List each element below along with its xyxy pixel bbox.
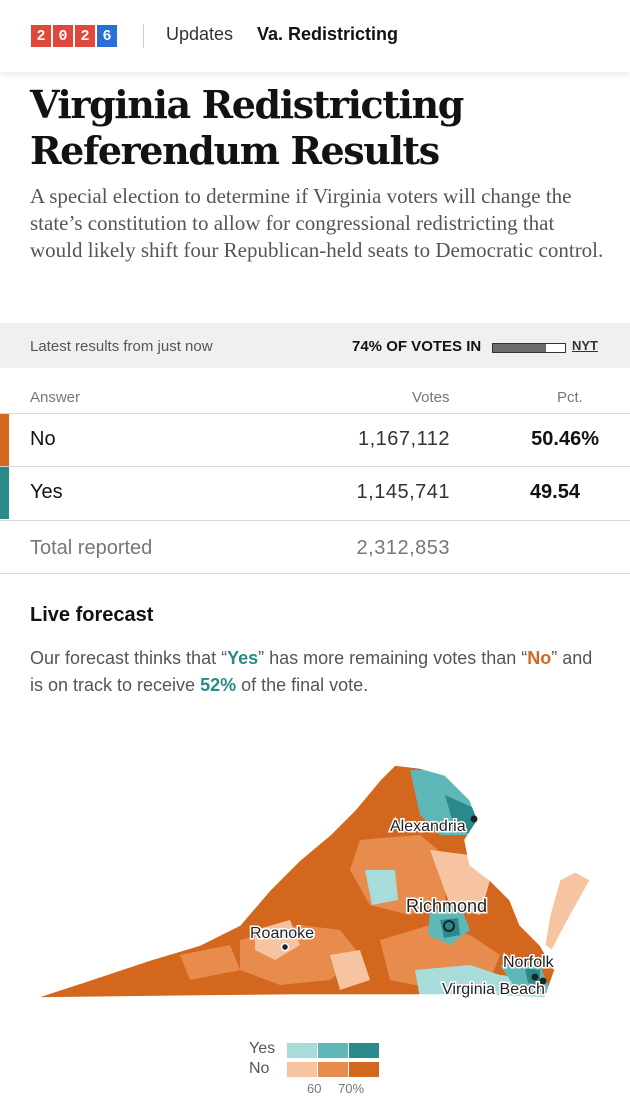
city-label-richmond: Richmond [406, 896, 487, 916]
legend-swatch-yes-1 [287, 1043, 317, 1058]
legend-tick-70: 70% [338, 1081, 365, 1096]
answer-label: Yes [30, 481, 63, 503]
city-label-roanoke: Roanoke [250, 925, 314, 942]
virginia-results-map[interactable]: Alexandria Richmond Roanoke Norfolk Virg… [0, 740, 630, 1030]
progress-fill [493, 344, 547, 352]
city-marker-norfolk [531, 973, 539, 981]
top-navigation-bar: 2 0 2 6 Updates Va. Redistricting [0, 0, 630, 72]
nyt-source-link[interactable]: NYT [572, 338, 598, 353]
legend-swatch-no-3 [349, 1062, 379, 1077]
total-reported-label: Total reported [30, 537, 153, 559]
vote-count: 1,145,741 [356, 481, 450, 503]
year-digit: 2 [75, 25, 95, 47]
page-description: A special election to determine if Virgi… [30, 184, 604, 262]
vote-percent: 49.54 [529, 481, 580, 503]
total-reported-votes: 2,312,853 [356, 537, 450, 559]
latest-results-text: Latest results from just now [30, 338, 213, 355]
table-row-yes: Yes 1,145,741 49.54 [0, 467, 630, 519]
year-digit: 2 [31, 25, 51, 47]
year-badge-2026[interactable]: 2 0 2 6 [31, 25, 117, 47]
legend-no-label: No [249, 1060, 270, 1077]
table-divider [0, 466, 630, 467]
table-divider [0, 520, 630, 521]
vote-count: 1,167,112 [358, 428, 450, 450]
vote-percent: 50.46% [531, 428, 599, 450]
legend-swatch-yes-2 [318, 1043, 348, 1058]
legend-tick-60: 60 [307, 1081, 322, 1096]
answer-label: No [30, 428, 56, 450]
nav-link-va-redistricting[interactable]: Va. Redistricting [257, 24, 399, 44]
column-header-votes: Votes [412, 389, 450, 406]
nav-link-updates[interactable]: Updates [166, 24, 234, 44]
city-marker-alexandria [470, 815, 478, 823]
forecast-pct: 52% [200, 675, 237, 695]
votes-in-progress-bar [492, 343, 566, 353]
nav-divider [143, 24, 144, 48]
city-label-alexandria: Alexandria [390, 818, 466, 835]
forecast-no-word: No [527, 648, 552, 668]
votes-in-text: 74% OF VOTES IN [352, 338, 482, 355]
legend-swatch-yes-3 [349, 1043, 379, 1058]
legend-swatch-no-1 [287, 1062, 317, 1077]
candidate-color-bar [0, 414, 9, 466]
candidate-color-bar [0, 467, 9, 519]
year-digit: 0 [53, 25, 73, 47]
forecast-text: ” has more remaining votes than “ [258, 648, 528, 668]
city-marker-richmond [443, 920, 455, 932]
eastern-shore [544, 871, 591, 951]
column-header-answer: Answer [30, 389, 81, 406]
city-label-virginia-beach: Virginia Beach [442, 981, 545, 998]
table-divider [0, 573, 630, 574]
forecast-text: ” and is on track to receive [30, 648, 593, 695]
column-header-pct: Pct. [557, 389, 583, 406]
state-outline [34, 764, 556, 999]
forecast-text: Our forecast thinks that “ [30, 648, 228, 668]
table-divider [0, 413, 630, 414]
table-row-no: No 1,167,112 50.46% [0, 414, 630, 466]
city-label-norfolk: Norfolk [503, 954, 555, 971]
legend-yes-label: Yes [249, 1040, 276, 1057]
year-digit: 6 [97, 25, 117, 47]
page-title: Virginia Redistricting Referendum Result… [30, 82, 464, 173]
results-status-bar: Latest results from just now 74% OF VOTE… [0, 323, 630, 368]
forecast-text: of the final vote. [236, 675, 369, 695]
legend-swatch-no-2 [318, 1062, 348, 1077]
city-marker-virginia-beach [539, 977, 547, 985]
forecast-yes-word: Yes [227, 648, 259, 668]
city-marker-roanoke [280, 942, 290, 952]
live-forecast-heading: Live forecast [30, 604, 154, 626]
forecast-summary: Our forecast thinks that “Yes” has more … [30, 645, 600, 699]
